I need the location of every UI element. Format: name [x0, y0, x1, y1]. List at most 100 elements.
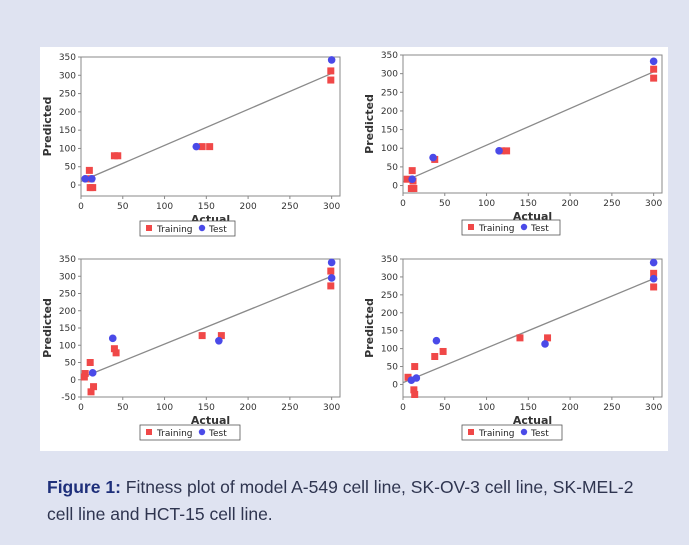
test-point — [81, 175, 89, 183]
y-tick-label: 300 — [381, 273, 398, 283]
x-tick-label: 200 — [240, 202, 257, 212]
training-point — [439, 347, 447, 355]
y-tick-label: 50 — [65, 163, 77, 173]
x-tick-label: 250 — [281, 202, 298, 212]
x-axis-title: Actual — [513, 414, 552, 427]
x-axis-title: Actual — [191, 414, 230, 427]
legend-test-marker — [520, 223, 528, 231]
training-point — [650, 74, 658, 82]
test-point — [215, 336, 223, 345]
x-tick-label: 100 — [478, 199, 495, 209]
x-tick-label: 0 — [400, 199, 406, 209]
chart-4: 0 50 100 150 200 250 300 0 50 100 150 200 250 300 350 A… — [363, 255, 663, 441]
x-tick-label: 50 — [117, 202, 129, 212]
training-point — [410, 386, 418, 394]
x-tick-label: 50 — [439, 199, 451, 209]
plot-frame — [402, 258, 663, 398]
x-tick-label: 50 — [439, 403, 451, 413]
training-point — [503, 147, 511, 155]
y-tick-label: 300 — [59, 71, 76, 81]
y-tick-label: 250 — [59, 90, 76, 100]
x-tick-label: 150 — [520, 199, 537, 209]
chart-3: 0 50 100 150 200 250 300-500501001502002503003… — [41, 255, 341, 441]
y-tick-label: 200 — [381, 309, 398, 319]
y-tick-label: 100 — [59, 341, 76, 351]
legend-training-label: Training — [478, 429, 515, 439]
test-point — [412, 374, 421, 382]
legend-box — [139, 220, 236, 237]
x-tick-label: 150 — [198, 403, 215, 413]
legend-training-label: Training — [478, 224, 515, 234]
y-tick-label: 350 — [59, 53, 76, 63]
legend-test-label: Test — [530, 429, 549, 439]
y-tick-label: 300 — [59, 272, 76, 282]
y-tick-label: 0 — [70, 376, 76, 386]
test-point — [408, 175, 416, 183]
training-point — [410, 185, 418, 193]
training-point — [206, 143, 214, 151]
test-point — [327, 274, 336, 282]
x-tick-label: 200 — [562, 403, 579, 413]
plot-frame — [80, 258, 341, 398]
training-point — [110, 345, 118, 353]
test-point — [88, 369, 97, 377]
legend-box — [461, 219, 561, 236]
x-tick-label: 200 — [562, 199, 579, 209]
figure-caption: Figure 1: Fitness plot of model A-549 ce… — [47, 474, 647, 528]
training-point — [650, 283, 658, 291]
x-tick-label: 250 — [603, 403, 620, 413]
test-point — [495, 147, 503, 155]
y-tick-label: 0 — [392, 182, 398, 192]
training-point — [650, 65, 658, 73]
training-point — [408, 167, 416, 175]
training-point — [327, 76, 335, 84]
y-tick-label: 250 — [59, 290, 76, 300]
y-tick-label: 50 — [387, 363, 399, 373]
training-point — [89, 184, 97, 192]
test-point — [192, 142, 201, 151]
figure-panel: 0 50 100 150 200 250 300 0 50 100 150 200 250 300 350 A… — [40, 47, 668, 451]
y-tick-label: 200 — [381, 107, 398, 117]
y-tick-label: 100 — [59, 144, 76, 154]
x-tick-label: 300 — [645, 403, 662, 413]
test-point — [429, 153, 437, 162]
x-tick-label: 150 — [198, 202, 215, 212]
fit-line — [402, 278, 654, 384]
fit-line — [80, 72, 332, 182]
training-point — [403, 175, 411, 183]
fit-line — [80, 275, 332, 379]
chart-2: 0 50 100 150 200 250 300050100150200250300350A… — [363, 51, 663, 236]
legend-training-marker — [468, 429, 474, 435]
y-tick-label: 250 — [381, 88, 398, 98]
test-point — [649, 258, 658, 267]
training-point — [650, 269, 658, 277]
y-tick-label: 350 — [381, 51, 398, 61]
legend-test-marker — [198, 224, 206, 232]
x-tick-label: 300 — [323, 202, 340, 212]
y-axis-title: Predicted — [41, 298, 54, 358]
training-point — [114, 152, 122, 160]
y-tick-label: 0 — [70, 181, 76, 191]
caption-label: Figure 1: — [47, 477, 121, 497]
training-point — [431, 352, 439, 360]
training-point — [198, 332, 206, 340]
test-point — [649, 274, 658, 283]
y-tick-label: 100 — [381, 144, 398, 154]
legend-training-marker — [468, 224, 474, 230]
training-point — [86, 359, 94, 366]
chart-1: 0 50 100 150 200 250 300050100150200250300350A… — [41, 53, 341, 237]
x-tick-label: 50 — [117, 403, 129, 413]
legend-test-marker — [520, 428, 528, 436]
y-tick-label: 350 — [381, 255, 398, 265]
legend-test-label: Test — [208, 429, 227, 439]
training-point — [87, 388, 95, 396]
training-point — [516, 334, 524, 342]
legend-training-label: Training — [156, 429, 193, 439]
y-tick-label: 150 — [59, 126, 76, 136]
x-tick-label: 200 — [240, 403, 257, 413]
test-point — [327, 56, 336, 64]
training-point — [217, 332, 225, 340]
legend-test-label: Test — [208, 225, 227, 235]
y-axis-title: Predicted — [363, 298, 376, 358]
y-tick-label: 150 — [381, 327, 398, 337]
